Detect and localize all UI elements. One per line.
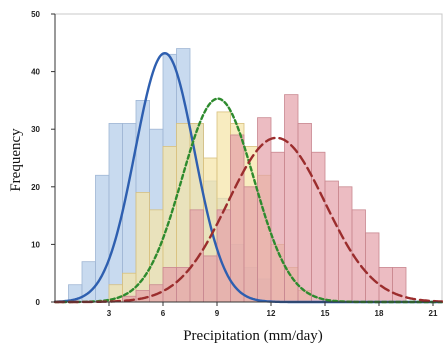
x-axis-label: Precipitation (mm/day)	[183, 328, 323, 344]
histogram-bar	[284, 94, 299, 303]
x-tick-label: 6	[161, 309, 166, 318]
y-tick-label: 50	[31, 10, 40, 19]
fit-curve-dashed	[53, 136, 443, 304]
y-tick-label: 0	[36, 298, 41, 307]
histogram-bar	[189, 209, 204, 303]
y-axis-label: Frequency	[8, 128, 24, 192]
y-tick-label: 20	[31, 183, 40, 192]
histogram-bar	[108, 123, 123, 303]
histogram-bar	[162, 267, 177, 303]
x-tick-label: 9	[215, 309, 220, 318]
histogram-bar	[311, 151, 326, 303]
x-tick-label: 12	[267, 309, 276, 318]
histogram-bar	[338, 186, 353, 303]
y-tick-label: 40	[31, 68, 40, 77]
y-tick-label: 10	[31, 240, 40, 249]
x-tick-label: 21	[429, 309, 438, 318]
x-axis-ticks: 3 6 9 12 15 18 21	[107, 302, 438, 318]
histogram-bar	[243, 186, 258, 303]
histogram-bar	[297, 123, 312, 303]
x-tick-label: 18	[375, 309, 384, 318]
y-axis-ticks: 0 10 20 30 40 50	[31, 10, 55, 307]
histogram-bar	[230, 134, 245, 303]
histogram-bar	[176, 267, 191, 303]
histogram-bar	[270, 151, 285, 303]
histogram-bar	[203, 255, 218, 303]
histogram-bar	[365, 232, 380, 303]
x-tick-label: 15	[321, 309, 330, 318]
x-tick-label: 3	[107, 309, 112, 318]
histogram-bar	[392, 267, 407, 303]
histogram-bar	[324, 180, 339, 303]
y-tick-label: 30	[31, 125, 40, 134]
